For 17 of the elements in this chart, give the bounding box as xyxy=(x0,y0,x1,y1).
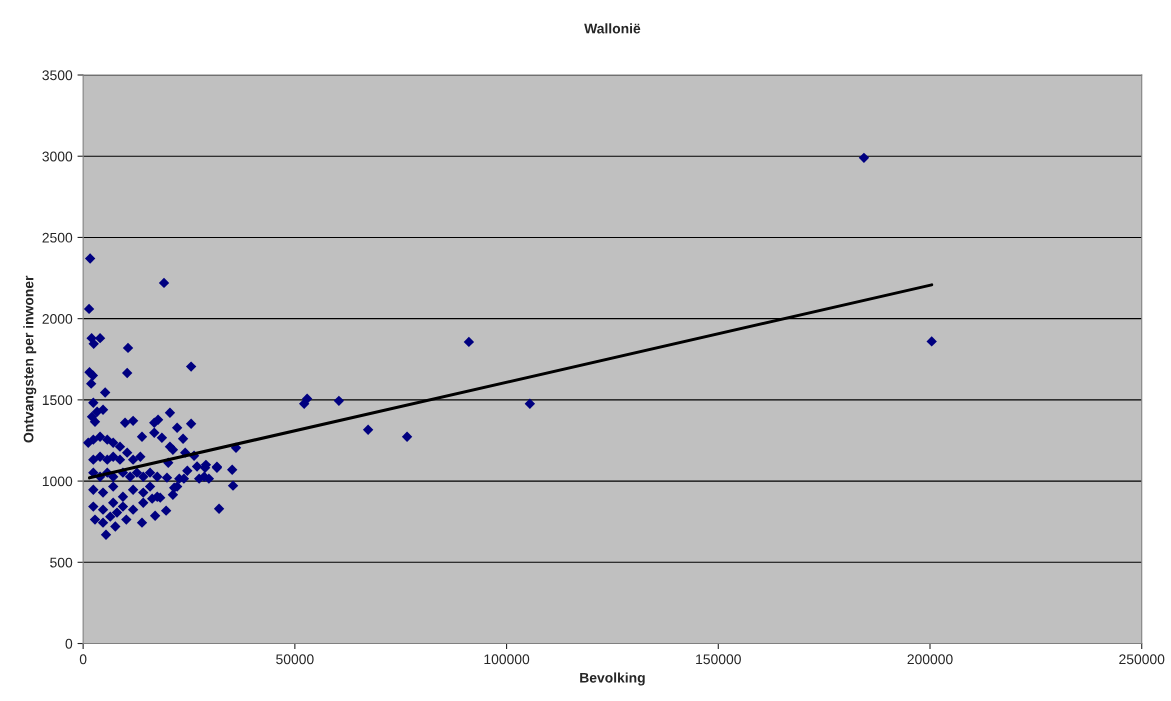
y-tick-label: 1500 xyxy=(42,395,73,406)
y-tick-label: 3500 xyxy=(42,70,73,81)
y-tick-label: 0 xyxy=(65,638,73,649)
y-tick-label: 500 xyxy=(50,557,73,568)
y-tick-label: 3000 xyxy=(42,151,73,162)
y-axis-title: Ontvangsten per inwoner xyxy=(23,275,37,443)
x-tick-label: 150000 xyxy=(696,654,741,665)
y-tick-label: 2500 xyxy=(42,232,73,243)
x-tick-label: 250000 xyxy=(1119,654,1165,665)
x-tick-label: 0 xyxy=(79,654,87,665)
x-tick-label: 200000 xyxy=(907,654,953,665)
x-tick-label: 100000 xyxy=(484,654,530,665)
x-axis-title: Bevolking xyxy=(580,672,645,686)
y-tick-label: 1000 xyxy=(42,476,73,487)
chart-title: Wallonië xyxy=(584,23,641,34)
y-tick-label: 2000 xyxy=(42,313,73,324)
x-tick-label: 50000 xyxy=(276,654,314,665)
